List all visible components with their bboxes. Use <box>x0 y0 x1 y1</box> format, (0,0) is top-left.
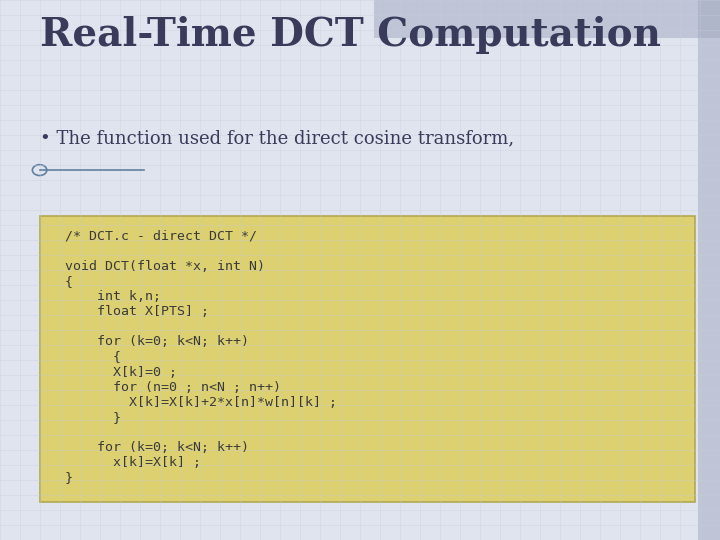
Text: {: { <box>65 275 73 288</box>
Text: for (k=0; k<N; k++): for (k=0; k<N; k++) <box>65 441 249 454</box>
Text: for (k=0; k<N; k++): for (k=0; k<N; k++) <box>65 335 249 348</box>
Text: /* DCT.c - direct DCT */: /* DCT.c - direct DCT */ <box>65 230 257 242</box>
Text: x[k]=X[k] ;: x[k]=X[k] ; <box>65 456 201 469</box>
FancyBboxPatch shape <box>40 216 695 502</box>
Text: • The function used for the direct cosine transform,: • The function used for the direct cosin… <box>40 130 514 147</box>
Text: {: { <box>65 350 121 363</box>
Text: void DCT(float *x, int N): void DCT(float *x, int N) <box>65 260 265 273</box>
Text: for (n=0 ; n<N ; n++): for (n=0 ; n<N ; n++) <box>65 381 281 394</box>
Text: float X[PTS] ;: float X[PTS] ; <box>65 305 209 318</box>
Text: X[k]=X[k]+2*x[n]*w[n][k] ;: X[k]=X[k]+2*x[n]*w[n][k] ; <box>65 396 337 409</box>
FancyBboxPatch shape <box>374 0 720 38</box>
Text: }: } <box>65 411 121 424</box>
FancyBboxPatch shape <box>698 0 720 540</box>
Text: int k,n;: int k,n; <box>65 290 161 303</box>
Text: X[k]=0 ;: X[k]=0 ; <box>65 366 177 379</box>
Text: }: } <box>65 471 73 484</box>
Text: Real-Time DCT Computation: Real-Time DCT Computation <box>40 16 660 54</box>
